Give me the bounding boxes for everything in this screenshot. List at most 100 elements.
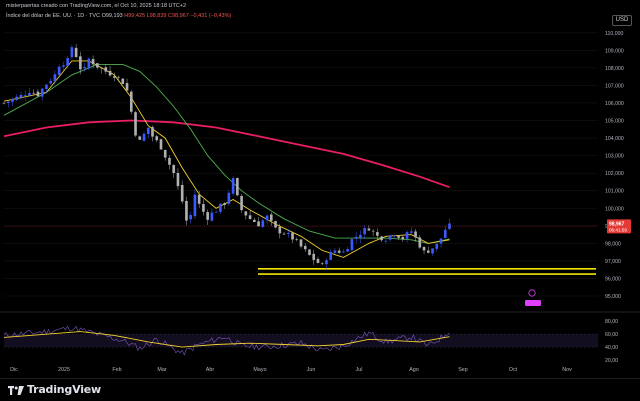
footer: TradingView <box>0 378 640 401</box>
candle-body <box>32 92 36 94</box>
rsi-tick-label: 60,00 <box>605 332 618 338</box>
x-tick-label: Sep <box>458 367 468 373</box>
ma-200-line <box>3 119 450 189</box>
candle-body <box>202 203 205 212</box>
chart-header: misterpaertas creado con TradingView.com… <box>6 3 231 19</box>
candle-body <box>23 95 27 97</box>
ma-short-line <box>3 60 450 258</box>
x-tick-label: Ago <box>409 367 419 373</box>
y-tick-label: 108,000 <box>605 66 624 72</box>
candle-body <box>418 237 422 248</box>
candle-body <box>354 236 358 239</box>
candle-body <box>274 221 277 228</box>
candle-body <box>151 127 154 137</box>
candle-body <box>180 184 184 202</box>
candle-body <box>371 230 375 232</box>
candle-body <box>329 251 333 260</box>
x-tick-label: Jun <box>307 367 316 373</box>
candle-body <box>367 228 371 231</box>
candle-body <box>376 232 379 236</box>
candle-body <box>176 172 180 187</box>
ohlc-change: −0,431 (−0,43%) <box>190 13 232 19</box>
candle-body <box>257 221 260 227</box>
candle-body <box>393 235 396 237</box>
candle-body <box>265 215 269 221</box>
y-tick-label: 96,000 <box>605 276 621 282</box>
candle-body <box>172 164 176 173</box>
brand-name[interactable]: TradingView <box>27 383 102 396</box>
candle-body <box>28 93 31 96</box>
candle-body <box>214 211 218 213</box>
candle-body <box>83 67 86 69</box>
candle-body <box>380 236 383 241</box>
candle-body <box>269 214 273 221</box>
candle-body <box>409 231 413 233</box>
y-tick-label: 109,000 <box>605 48 624 54</box>
candle-body <box>210 212 214 221</box>
candle-body <box>435 243 439 249</box>
candle-body <box>6 101 10 104</box>
y-tick-label: 102,000 <box>605 171 624 177</box>
candle-body <box>439 238 443 244</box>
created-by-text: misterpaertas creado con TradingView.com… <box>6 3 187 9</box>
candle-body <box>49 80 52 84</box>
y-tick-label: 105,000 <box>605 119 624 125</box>
x-tick-label: Mar <box>157 367 166 373</box>
candle-body <box>278 226 282 234</box>
candle-body <box>295 239 299 240</box>
candle-body <box>40 88 44 97</box>
candle-body <box>414 231 417 238</box>
x-tick-label: Dic <box>10 367 18 373</box>
x-tick-label: Mayo <box>253 367 266 373</box>
price-badge-value: 98,967 <box>609 221 625 227</box>
y-tick-label: 104,000 <box>605 136 624 142</box>
candle-body <box>193 194 197 217</box>
candle-body <box>231 178 235 194</box>
candle-body <box>223 203 226 205</box>
candle-body <box>227 192 231 204</box>
event-marker-badge <box>525 300 541 306</box>
x-tick-label: Feb <box>112 367 121 373</box>
price-badge-timer: 06:41:59 <box>609 227 627 232</box>
candle-body <box>155 136 159 141</box>
candle-body <box>36 91 40 97</box>
candle-body <box>45 84 48 90</box>
candle-body <box>96 63 99 68</box>
y-tick-label: 101,000 <box>605 189 624 195</box>
candle-body <box>253 219 256 223</box>
price-chart[interactable]: 110,000 109,000 108,000 107,000 106,000 105,0… <box>0 0 640 378</box>
candle-body <box>19 94 23 98</box>
candle-body <box>11 98 14 102</box>
candle-body <box>320 263 324 265</box>
candle-body <box>443 229 447 238</box>
candle-body <box>308 249 311 255</box>
y-tick-label: 103,000 <box>605 154 624 160</box>
x-tick-label: Jul <box>356 367 363 373</box>
price-badge <box>607 219 631 234</box>
x-tick-label: Nov <box>562 367 572 373</box>
candle-body <box>129 91 133 112</box>
candle-body <box>388 235 392 240</box>
candle-body <box>112 76 116 78</box>
candle-body <box>219 203 222 212</box>
symbol-title[interactable]: Índice del dólar de EE. UU. · 1D · TVC <box>6 13 101 19</box>
candle-body <box>91 59 95 65</box>
candle-body <box>312 253 316 260</box>
candle-body <box>168 157 171 165</box>
candle-body <box>57 66 61 75</box>
candle-body <box>316 258 320 263</box>
rsi-signal-line <box>3 331 450 348</box>
x-tick-label: Abr <box>206 367 215 373</box>
symbol-line: Índice del dólar de EE. UU. · 1D · TVC O… <box>6 13 231 19</box>
candle-body <box>87 58 91 69</box>
candle-body <box>422 247 426 251</box>
candle-body <box>299 239 303 247</box>
candle-body <box>303 245 307 250</box>
currency-button[interactable]: USD <box>612 15 632 26</box>
candle-body <box>125 83 129 91</box>
y-tick-label: 100,000 <box>605 206 624 212</box>
candle-body <box>236 177 239 196</box>
candle-body <box>240 195 243 211</box>
ohlc-low: L98,839 <box>146 13 167 19</box>
candle-body <box>70 47 74 58</box>
